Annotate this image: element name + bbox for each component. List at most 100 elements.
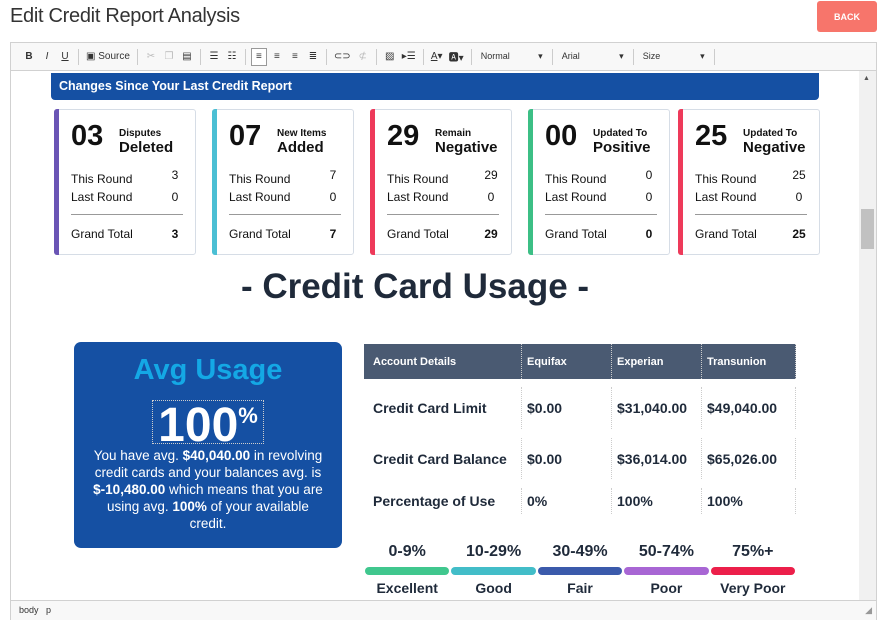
divider: [545, 214, 657, 215]
scrollbar[interactable]: ▲: [859, 71, 876, 601]
usage-label: Fair: [567, 580, 593, 596]
horizontal-rule-icon[interactable]: ▸☰: [401, 51, 416, 62]
editor-content[interactable]: Changes Since Your Last Credit Report 03…: [11, 71, 859, 601]
unlink-icon[interactable]: ⊄: [358, 51, 367, 62]
table-cell: $31,040.00: [612, 387, 702, 429]
table-cell: 100%: [612, 488, 702, 514]
usage-bar: [624, 567, 709, 575]
font-select[interactable]: Arial ▾: [558, 51, 628, 62]
row-value: 7: [329, 168, 337, 182]
row-value: 0: [487, 190, 495, 204]
divider: [387, 214, 499, 215]
this-round-row: This Round 7: [229, 168, 349, 186]
table-row: Credit Card Balance $0.00 $36,014.00 $65,02…: [364, 438, 796, 479]
toolbar-divider: [551, 48, 553, 65]
italic-button[interactable]: I: [45, 51, 49, 62]
rich-text-editor[interactable]: B I U ▣ Source ✂ ❐ ▤ ☰ ☷ ≡ ≡ ≡ ≣ ⊂⊃ ⊄ ▨ …: [10, 42, 877, 620]
card-accent: [528, 109, 533, 255]
source-label: Source: [98, 51, 130, 62]
row-value: 25: [792, 227, 806, 241]
this-round-row: This Round 29: [387, 168, 507, 186]
grand-total-row: Grand Total 3: [71, 227, 191, 241]
row-label: Last Round: [387, 190, 449, 204]
resize-handle-icon[interactable]: ◢: [865, 605, 872, 615]
card-count: 03: [71, 120, 104, 152]
usage-range: 50-74%: [638, 543, 694, 560]
toolbar-divider: [199, 48, 201, 65]
path-body[interactable]: body: [19, 605, 39, 615]
justify-icon[interactable]: ≣: [308, 51, 318, 62]
path-p[interactable]: p: [46, 605, 52, 615]
usage-range: 75%+: [732, 543, 774, 560]
scrollbar-thumb[interactable]: [861, 209, 874, 249]
this-round-row: This Round 0: [545, 168, 665, 186]
card-label-top: New Items: [277, 128, 327, 139]
align-left-icon[interactable]: ≡: [250, 47, 267, 66]
size-value: Size: [642, 51, 661, 61]
card-accent: [678, 109, 683, 255]
card-count: 25: [695, 120, 728, 152]
text-color-icon[interactable]: A ▾: [430, 51, 443, 62]
table-cell: Credit Card Limit: [364, 387, 522, 429]
change-card: 25 Updated To Negative This Round 25 Last…: [678, 109, 820, 255]
row-label: Grand Total: [545, 227, 607, 241]
grand-total-row: Grand Total 0: [545, 227, 665, 241]
row-value: 29: [484, 227, 498, 241]
row-label: This Round: [71, 172, 133, 186]
size-select[interactable]: Size ▾: [639, 51, 709, 62]
element-path-bar: body p ◢: [11, 600, 876, 620]
back-button[interactable]: BACK: [817, 1, 877, 32]
changes-header: Changes Since Your Last Credit Report: [51, 73, 819, 100]
column-header: Account Details: [364, 344, 522, 379]
column-header: Experian: [612, 344, 702, 379]
bold-button[interactable]: B: [25, 51, 33, 62]
align-center-icon[interactable]: ≡: [274, 51, 280, 62]
format-select[interactable]: Normal ▾: [477, 51, 547, 62]
card-label-main: Deleted: [119, 139, 174, 156]
row-label: This Round: [695, 172, 757, 186]
toolbar-divider: [375, 48, 377, 65]
row-label: Last Round: [545, 190, 607, 204]
last-round-row: Last Round 0: [229, 190, 349, 204]
toolbar-divider: [78, 48, 79, 65]
card-label-main: Negative: [435, 139, 498, 156]
table-cell: Percentage of Use: [364, 488, 522, 514]
image-icon[interactable]: ▨: [384, 51, 395, 62]
row-label: Grand Total: [695, 227, 757, 241]
this-round-row: This Round 3: [71, 168, 191, 186]
numbered-list-icon[interactable]: ☰: [209, 51, 219, 62]
bulleted-list-icon[interactable]: ☷: [227, 51, 237, 62]
column-header: Equifax: [522, 344, 612, 379]
align-right-icon[interactable]: ≡: [292, 51, 298, 62]
underline-button[interactable]: U: [61, 51, 69, 62]
table-cell: 0%: [522, 488, 612, 514]
chevron-down-icon: ▾: [619, 51, 624, 61]
source-button[interactable]: ▣ Source: [84, 48, 132, 66]
card-count: 29: [387, 120, 420, 152]
row-value: 0: [171, 190, 179, 204]
link-icon[interactable]: ⊂⊃: [333, 51, 351, 62]
row-value: 0: [329, 190, 337, 204]
usage-range: 0-9%: [388, 543, 426, 560]
row-label: Grand Total: [229, 227, 291, 241]
row-label: This Round: [387, 172, 449, 186]
divider: [695, 214, 807, 215]
change-card: 07 New Items Added This Round 7 Last Roun…: [212, 109, 354, 255]
toolbar-divider: [422, 48, 424, 65]
desc-text: You have avg.: [93, 448, 183, 463]
cut-icon[interactable]: ✂: [146, 51, 156, 62]
paste-icon[interactable]: ▤: [182, 51, 192, 62]
this-round-row: This Round 25: [695, 168, 815, 186]
background-color-icon[interactable]: 🅰▾: [448, 53, 464, 64]
avg-usage-unit: %: [238, 403, 258, 428]
row-value: 3: [171, 168, 179, 182]
usage-bars: [364, 567, 796, 575]
row-value: 29: [484, 168, 498, 182]
card-accent: [212, 109, 217, 255]
scroll-up-icon[interactable]: ▲: [863, 75, 870, 82]
chevron-down-icon: ▾: [538, 51, 543, 61]
copy-icon[interactable]: ❐: [164, 51, 174, 62]
toolbar-divider: [325, 48, 327, 65]
usage-bar: [451, 567, 536, 575]
table-cell: $36,014.00: [612, 438, 702, 479]
